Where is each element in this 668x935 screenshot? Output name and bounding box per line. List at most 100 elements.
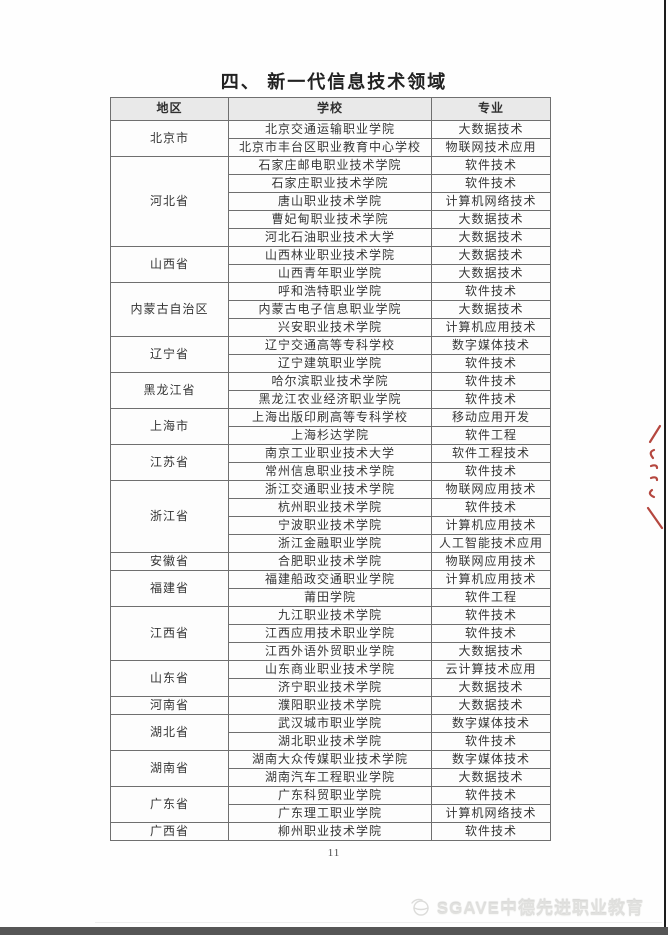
school-cell: 合肥职业技术学院 — [228, 552, 432, 571]
table-row: 唐山职业技术学院 计算机网络技术 — [111, 192, 551, 211]
major-cell: 软件工程 — [431, 426, 551, 445]
major-cell: 人工智能技术应用 — [431, 534, 551, 553]
school-cell: 辽宁建筑职业学院 — [228, 354, 432, 373]
region-cell: 广东省 — [110, 786, 229, 823]
school-cell: 常州信息职业技术学院 — [228, 462, 432, 481]
major-cell: 大数据技术 — [431, 210, 551, 229]
sgave-logo-icon — [411, 898, 429, 916]
table-row: 辽宁建筑职业学院 软件技术 — [111, 354, 551, 373]
school-cell: 山东商业职业技术学院 — [228, 660, 432, 679]
major-cell: 计算机应用技术 — [431, 318, 551, 337]
footer-divider — [95, 922, 662, 923]
major-cell: 软件技术 — [431, 498, 551, 517]
major-cell: 物联网应用技术 — [431, 552, 551, 571]
school-cell: 江西应用技术职业学院 — [228, 624, 432, 643]
table-row: 黑龙江省 哈尔滨职业技术学院 软件技术 — [110, 372, 551, 409]
school-cell: 九江职业技术学院 — [228, 606, 432, 625]
school-cell: 内蒙古电子信息职业学院 — [228, 300, 432, 319]
region-cell: 黑龙江省 — [110, 372, 229, 409]
major-cell: 软件技术 — [431, 156, 551, 175]
table-row: 辽宁省 辽宁交通高等专科学校 数字媒体技术 — [110, 336, 551, 373]
footer-brand-text: SGAVE中德先进职业教育 — [436, 899, 644, 918]
scan-edge-right — [664, 0, 666, 935]
major-cell: 软件技术 — [431, 390, 551, 409]
page-number: 11 — [327, 847, 341, 859]
major-cell: 数字媒体技术 — [431, 750, 551, 769]
region-cell: 河南省 — [110, 696, 229, 715]
major-cell: 大数据技术 — [431, 228, 551, 247]
school-cell: 浙江交通职业技术学院 — [228, 480, 432, 499]
major-cell: 软件技术 — [431, 786, 551, 805]
school-cell: 广东科贸职业学院 — [228, 786, 432, 805]
header-school: 学校 — [228, 97, 432, 121]
major-cell: 大数据技术 — [431, 300, 551, 319]
major-cell: 移动应用开发 — [431, 408, 551, 427]
school-cell: 南京工业职业技术大学 — [228, 444, 432, 463]
table-row: 湖北职业技术学院 软件技术 — [111, 732, 551, 751]
major-cell: 大数据技术 — [431, 768, 551, 787]
table-row: 石家庄职业技术学院 软件技术 — [111, 174, 551, 193]
school-cell: 上海杉达学院 — [228, 426, 432, 445]
major-cell: 软件技术 — [431, 822, 551, 841]
school-cell: 山西林业职业技术学院 — [228, 246, 432, 265]
table-row: 广西省 柳州职业技术学院 软件技术 — [110, 822, 551, 841]
table-row: 宁波职业技术学院 计算机应用技术 — [111, 516, 551, 535]
school-cell: 广东理工职业学院 — [228, 804, 432, 823]
table-row: 内蒙古自治区 呼和浩特职业学院 软件技术 — [110, 282, 551, 337]
school-cell: 黑龙江农业经济职业学院 — [228, 390, 432, 409]
table-row: 浙江省 浙江交通职业技术学院 物联网应用技术 — [110, 480, 551, 553]
table-row: 浙江金融职业学院 人工智能技术应用 — [111, 534, 551, 553]
scan-edge-bottom — [0, 927, 668, 935]
red-pen-annotation-icon — [646, 424, 664, 530]
school-cell: 石家庄职业技术学院 — [228, 174, 432, 193]
table-body: 北京市 北京交通运输职业学院 大数据技术 北京市丰台区职业教育中心学校 物联网技术应用河… — [110, 120, 551, 841]
school-cell: 兴安职业技术学院 — [228, 318, 432, 337]
table-row: 湖北省 武汉城市职业学院 数字媒体技术 — [110, 714, 551, 751]
header-region: 地区 — [110, 97, 229, 121]
region-cell: 辽宁省 — [110, 336, 229, 373]
table-header-row: 地区 学校 专业 — [110, 97, 551, 121]
region-cell: 广西省 — [110, 822, 229, 841]
major-cell: 软件技术 — [431, 174, 551, 193]
school-cell: 莆田学院 — [228, 588, 432, 607]
region-cell: 北京市 — [110, 120, 229, 157]
table-row: 莆田学院 软件工程 — [111, 588, 551, 607]
major-cell: 大数据技术 — [431, 264, 551, 283]
school-cell: 北京交通运输职业学院 — [228, 120, 432, 139]
table-row: 山东省 山东商业职业技术学院 云计算技术应用 — [110, 660, 551, 697]
major-cell: 计算机网络技术 — [431, 804, 551, 823]
region-cell: 江苏省 — [110, 444, 229, 481]
school-cell: 濮阳职业技术学院 — [228, 696, 432, 715]
table-row: 内蒙古电子信息职业学院 大数据技术 — [111, 300, 551, 319]
region-cell: 山西省 — [110, 246, 229, 283]
major-cell: 云计算技术应用 — [431, 660, 551, 679]
major-cell: 大数据技术 — [431, 642, 551, 661]
school-cell: 宁波职业技术学院 — [228, 516, 432, 535]
major-cell: 数字媒体技术 — [431, 336, 551, 355]
region-cell: 河北省 — [110, 156, 229, 247]
table-row: 河北石油职业技术大学 大数据技术 — [111, 228, 551, 247]
table-row: 湖南省 湖南大众传媒职业技术学院 数字媒体技术 — [110, 750, 551, 787]
major-cell: 物联网应用技术 — [431, 480, 551, 499]
section-title: 四、 新一代信息技术领域 — [220, 72, 448, 92]
school-cell: 济宁职业技术学院 — [228, 678, 432, 697]
major-cell: 软件技术 — [431, 732, 551, 751]
region-cell: 江西省 — [110, 606, 229, 661]
school-cell: 湖北职业技术学院 — [228, 732, 432, 751]
school-cell: 河北石油职业技术大学 — [228, 228, 432, 247]
table-row: 江西外语外贸职业学院 大数据技术 — [111, 642, 551, 661]
school-cell: 湖南大众传媒职业技术学院 — [228, 750, 432, 769]
school-cell: 浙江金融职业学院 — [228, 534, 432, 553]
school-cell: 石家庄邮电职业技术学院 — [228, 156, 432, 175]
school-cell: 辽宁交通高等专科学校 — [228, 336, 432, 355]
major-cell: 大数据技术 — [431, 678, 551, 697]
table-row: 常州信息职业技术学院 软件技术 — [111, 462, 551, 481]
table-row: 江西省 九江职业技术学院 软件技术 — [110, 606, 551, 661]
major-cell: 计算机应用技术 — [431, 516, 551, 535]
table-row: 杭州职业技术学院 软件技术 — [111, 498, 551, 517]
region-cell: 上海市 — [110, 408, 229, 445]
school-cell: 武汉城市职业学院 — [228, 714, 432, 733]
region-school-major-table: 地区 学校 专业 北京市 北京交通运输职业学院 大数据技术 北京市丰台区职业教育中心学… — [110, 97, 551, 841]
school-cell: 曹妃甸职业技术学院 — [228, 210, 432, 229]
